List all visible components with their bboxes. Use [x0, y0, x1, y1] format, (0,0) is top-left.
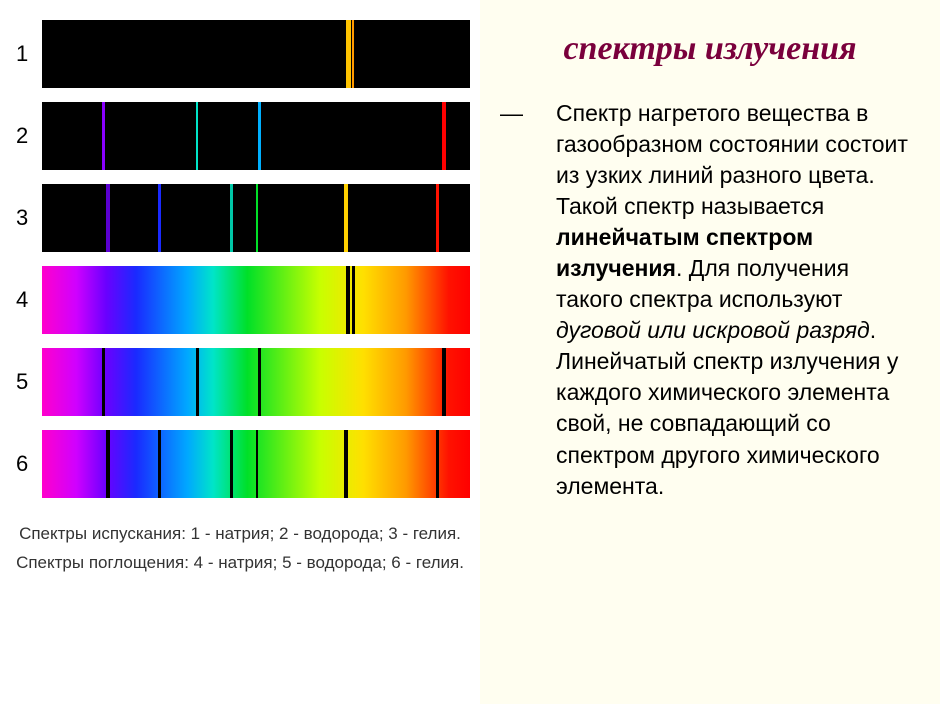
- spectral-line: [230, 184, 233, 252]
- body-italic1: дуговой или искровой разряд: [556, 317, 870, 343]
- body-pre: Спектр нагретого вещества в газообразном…: [556, 100, 908, 219]
- spectrum-bar-absorption: [42, 430, 470, 498]
- spectral-line: [158, 184, 161, 252]
- spectrum-bar-emission: [42, 20, 470, 88]
- spectral-line: [344, 430, 348, 498]
- caption-emission: Спектры испускания: 1 - натрия; 2 - водо…: [10, 520, 470, 549]
- spectrum-label: 4: [16, 287, 34, 313]
- spectrum-row-6: 6: [16, 430, 470, 498]
- spectral-line: [102, 102, 105, 170]
- spectral-line: [158, 430, 161, 498]
- spectral-line: [106, 430, 110, 498]
- spectral-line: [346, 266, 350, 334]
- spectrum-row-2: 2: [16, 102, 470, 170]
- spectral-line: [436, 430, 439, 498]
- spectrum-row-3: 3: [16, 184, 470, 252]
- bullet-dash: —: [528, 98, 556, 129]
- spectrum-row-4: 4: [16, 266, 470, 334]
- spectral-line: [196, 102, 198, 170]
- spectrum-bar-absorption: [42, 266, 470, 334]
- spectrum-bar-absorption: [42, 348, 470, 416]
- spectral-line: [352, 266, 355, 334]
- spectrum-bar-emission: [42, 184, 470, 252]
- spectral-line: [256, 430, 258, 498]
- spectral-line: [442, 348, 446, 416]
- spectral-line: [106, 184, 110, 252]
- spectrum-label: 2: [16, 123, 34, 149]
- spectrum-row-1: 1: [16, 20, 470, 88]
- spectrum-label: 5: [16, 369, 34, 395]
- right-panel: спектры излучения —Спектр нагретого веще…: [480, 0, 940, 704]
- spectrum-bar-emission: [42, 102, 470, 170]
- captions: Спектры испускания: 1 - натрия; 2 - водо…: [10, 520, 470, 578]
- spectral-line: [352, 20, 354, 88]
- spectral-line: [436, 184, 439, 252]
- spectral-line: [196, 348, 199, 416]
- spectrum-row-5: 5: [16, 348, 470, 416]
- spectral-line: [102, 348, 105, 416]
- spectral-line: [346, 20, 351, 88]
- body-post: . Линейчатый спектр излучения у каждого …: [556, 317, 898, 498]
- body-text: —Спектр нагретого вещества в газообразно…: [500, 98, 920, 502]
- spectral-line: [256, 184, 258, 252]
- left-panel: 1 2 3 4 5 6 Спектры испускания: 1 - натрия; 2…: [0, 0, 480, 704]
- spectral-line: [442, 102, 446, 170]
- caption-absorption: Спектры поглощения: 4 - натрия; 5 - водо…: [10, 549, 470, 578]
- spectra-container: 1 2 3 4 5 6: [10, 20, 470, 498]
- page-title: спектры излучения: [500, 30, 920, 68]
- spectrum-label: 3: [16, 205, 34, 231]
- spectral-line: [230, 430, 233, 498]
- spectrum-label: 6: [16, 451, 34, 477]
- spectral-line: [344, 184, 348, 252]
- spectral-line: [258, 102, 261, 170]
- spectrum-label: 1: [16, 41, 34, 67]
- spectral-line: [258, 348, 261, 416]
